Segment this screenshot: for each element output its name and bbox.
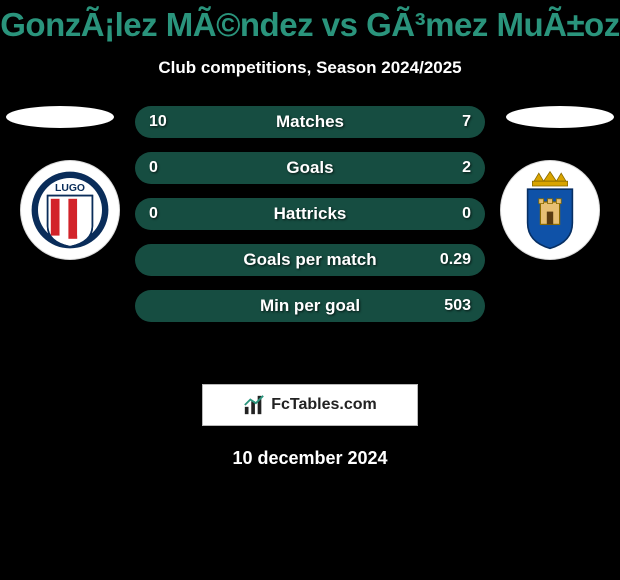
stat-left-value: 10	[149, 113, 167, 131]
stat-label: Matches	[276, 112, 344, 132]
date-text: 10 december 2024	[0, 448, 620, 469]
stat-rows: 10 Matches 7 0 Goals 2 0 Hattricks 0 Goa…	[135, 106, 485, 322]
stat-right-value: 2	[462, 159, 471, 177]
bar-chart-icon	[243, 394, 265, 416]
stat-label: Goals per match	[243, 250, 376, 270]
stat-left-value: 0	[149, 205, 158, 223]
stat-right-value: 503	[444, 297, 471, 315]
left-player-marker	[6, 106, 114, 128]
brand-text: FcTables.com	[271, 396, 377, 414]
stat-row: 0 Hattricks 0	[135, 198, 485, 230]
right-player-marker	[506, 106, 614, 128]
brand-box: FcTables.com	[202, 384, 418, 426]
stat-row: Goals per match 0.29	[135, 244, 485, 276]
stat-row: 10 Matches 7	[135, 106, 485, 138]
stat-label: Hattricks	[274, 204, 347, 224]
stat-left-value: 0	[149, 159, 158, 177]
subtitle: Club competitions, Season 2024/2025	[0, 58, 620, 78]
stat-right-value: 7	[462, 113, 471, 131]
stat-row: 0 Goals 2	[135, 152, 485, 184]
right-club-badge	[500, 160, 600, 260]
stat-label: Goals	[286, 158, 333, 178]
stat-right-value: 0.29	[440, 251, 471, 269]
ponferradina-badge-icon	[510, 170, 590, 250]
stat-right-value: 0	[462, 205, 471, 223]
page-title: GonzÃ¡lez MÃ©ndez vs GÃ³mez MuÃ±oz	[0, 0, 620, 44]
svg-text:LUGO: LUGO	[55, 183, 85, 194]
stat-row: Min per goal 503	[135, 290, 485, 322]
lugo-badge-icon: LUGO	[30, 170, 110, 250]
stat-label: Min per goal	[260, 296, 360, 316]
left-club-badge: LUGO	[20, 160, 120, 260]
comparison-panel: LUGO 10 Matches 7	[0, 106, 620, 366]
